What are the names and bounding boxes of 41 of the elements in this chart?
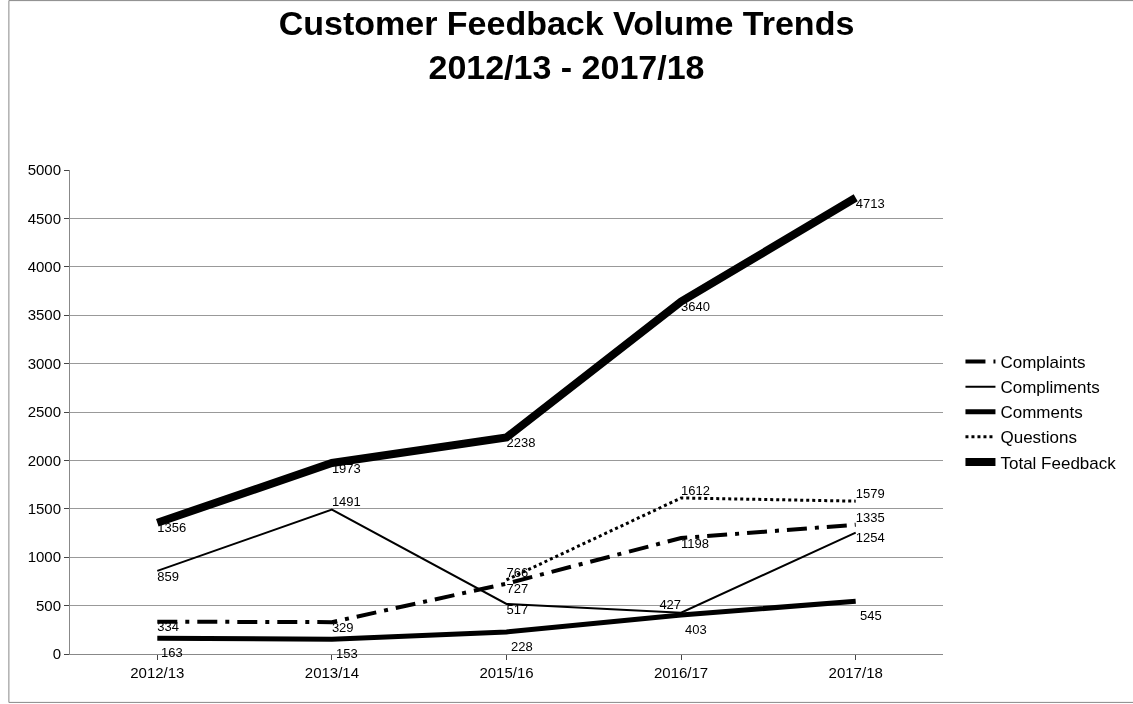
- y-tick-label: 2000: [27, 451, 61, 469]
- data-label: 2238: [506, 435, 536, 451]
- x-tick-label: 2012/13: [130, 664, 185, 681]
- data-label: 545: [860, 608, 882, 623]
- data-label: 4713: [855, 195, 885, 211]
- data-label: 329: [331, 619, 354, 635]
- legend-label: Compliments: [1000, 378, 1100, 398]
- data-label: 403: [685, 622, 707, 637]
- data-label: 153: [336, 646, 358, 661]
- data-label: 163: [161, 645, 183, 660]
- legend-label: Comments: [1000, 403, 1083, 423]
- legend-label: Total Feedback: [1000, 453, 1117, 473]
- legend-label: Complaints: [1000, 353, 1086, 373]
- y-tick-label: 4500: [27, 209, 61, 227]
- data-label: 517: [506, 601, 529, 617]
- data-label: 228: [511, 639, 533, 654]
- legend-label: Questions: [1000, 428, 1078, 448]
- y-tick-label: 500: [35, 596, 61, 614]
- y-tick-label: 3500: [27, 306, 61, 324]
- data-label: 1612: [681, 482, 711, 498]
- data-label: 1335: [855, 509, 885, 525]
- x-tick-label: 2016/17: [653, 664, 709, 681]
- chart-title: Customer Feedback Volume Trends 2012/13 - 2017/18: [278, 4, 855, 87]
- data-label: 727: [506, 581, 529, 597]
- data-label: 3640: [681, 299, 711, 315]
- data-label: 1254: [855, 530, 885, 546]
- data-label: 859: [157, 568, 179, 584]
- data-label: 1198: [681, 535, 710, 551]
- y-tick-label: 4000: [27, 258, 61, 276]
- y-tick-label: 5000: [27, 161, 61, 179]
- y-tick-label: 1500: [27, 500, 61, 518]
- data-label: 1491: [331, 494, 361, 510]
- y-tick-label: 0: [52, 645, 61, 663]
- data-label: 427: [659, 597, 682, 613]
- y-tick-label: 1000: [27, 548, 61, 566]
- x-tick-label: 2017/18: [828, 664, 883, 681]
- x-tick-label: 2013/14: [304, 664, 360, 681]
- data-label: 1579: [855, 485, 885, 501]
- y-tick-label: 3000: [27, 354, 61, 372]
- x-tick-label: 2015/16: [479, 664, 534, 681]
- y-tick-label: 2500: [27, 403, 61, 421]
